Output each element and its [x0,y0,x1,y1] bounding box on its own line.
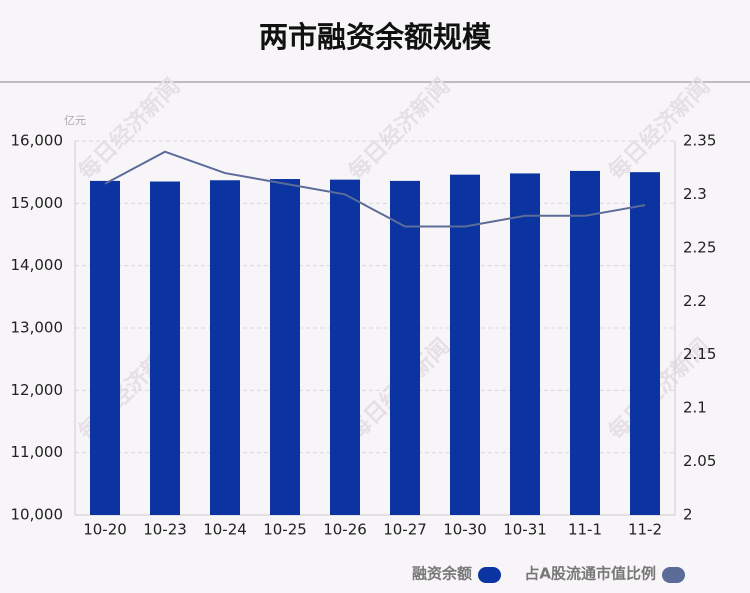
x-tick-label: 10-30 [443,521,487,539]
bar [330,179,360,515]
bar [390,180,420,516]
bar [630,172,660,515]
y2-tick-label: 2.25 [683,238,716,256]
y2-tick-label: 2.35 [683,132,716,150]
y2-tick-label: 2.15 [683,345,716,363]
line [104,150,646,228]
legend-label: 占A股流通市值比例 [524,565,656,583]
x-tick-label: 10-25 [263,521,307,539]
y-tick-label: 12,000 [11,381,64,399]
y2-tick-label: 2.3 [683,185,707,203]
bar [570,170,600,516]
y-tick-label: 15,000 [11,194,64,212]
x-tick-label: 10-31 [503,521,547,539]
y-tick-label: 14,000 [11,256,64,274]
y-tick-label: 11,000 [11,443,64,461]
y2-tick-label: 2 [683,506,693,524]
x-tick-label: 10-23 [143,521,187,539]
legend-label: 融资余额 [412,565,472,583]
bar [210,180,240,515]
bar [270,179,300,516]
x-tick-label: 11-2 [628,521,662,539]
y-tick-label: 13,000 [11,319,64,337]
x-tick-label: 11-1 [568,521,602,539]
x-tick-label: 10-27 [383,521,427,539]
y-tick-label: 10,000 [11,506,64,524]
legend-swatch [662,567,685,583]
bar [90,180,120,516]
y-unit: 亿元 [64,114,86,127]
y2-tick-label: 2.1 [683,399,707,417]
bar [450,174,480,515]
bar [150,181,180,515]
x-tick-label: 10-26 [323,521,367,539]
bar [510,173,540,515]
chart-title: 两市融资余额规模 [259,20,492,54]
y-tick-label: 16,000 [11,132,64,150]
legend-swatch [478,567,501,583]
x-tick-label: 10-20 [83,521,127,539]
y2-tick-label: 2.05 [683,452,716,470]
y2-tick-label: 2.2 [683,292,707,310]
x-tick-label: 10-24 [203,521,247,539]
